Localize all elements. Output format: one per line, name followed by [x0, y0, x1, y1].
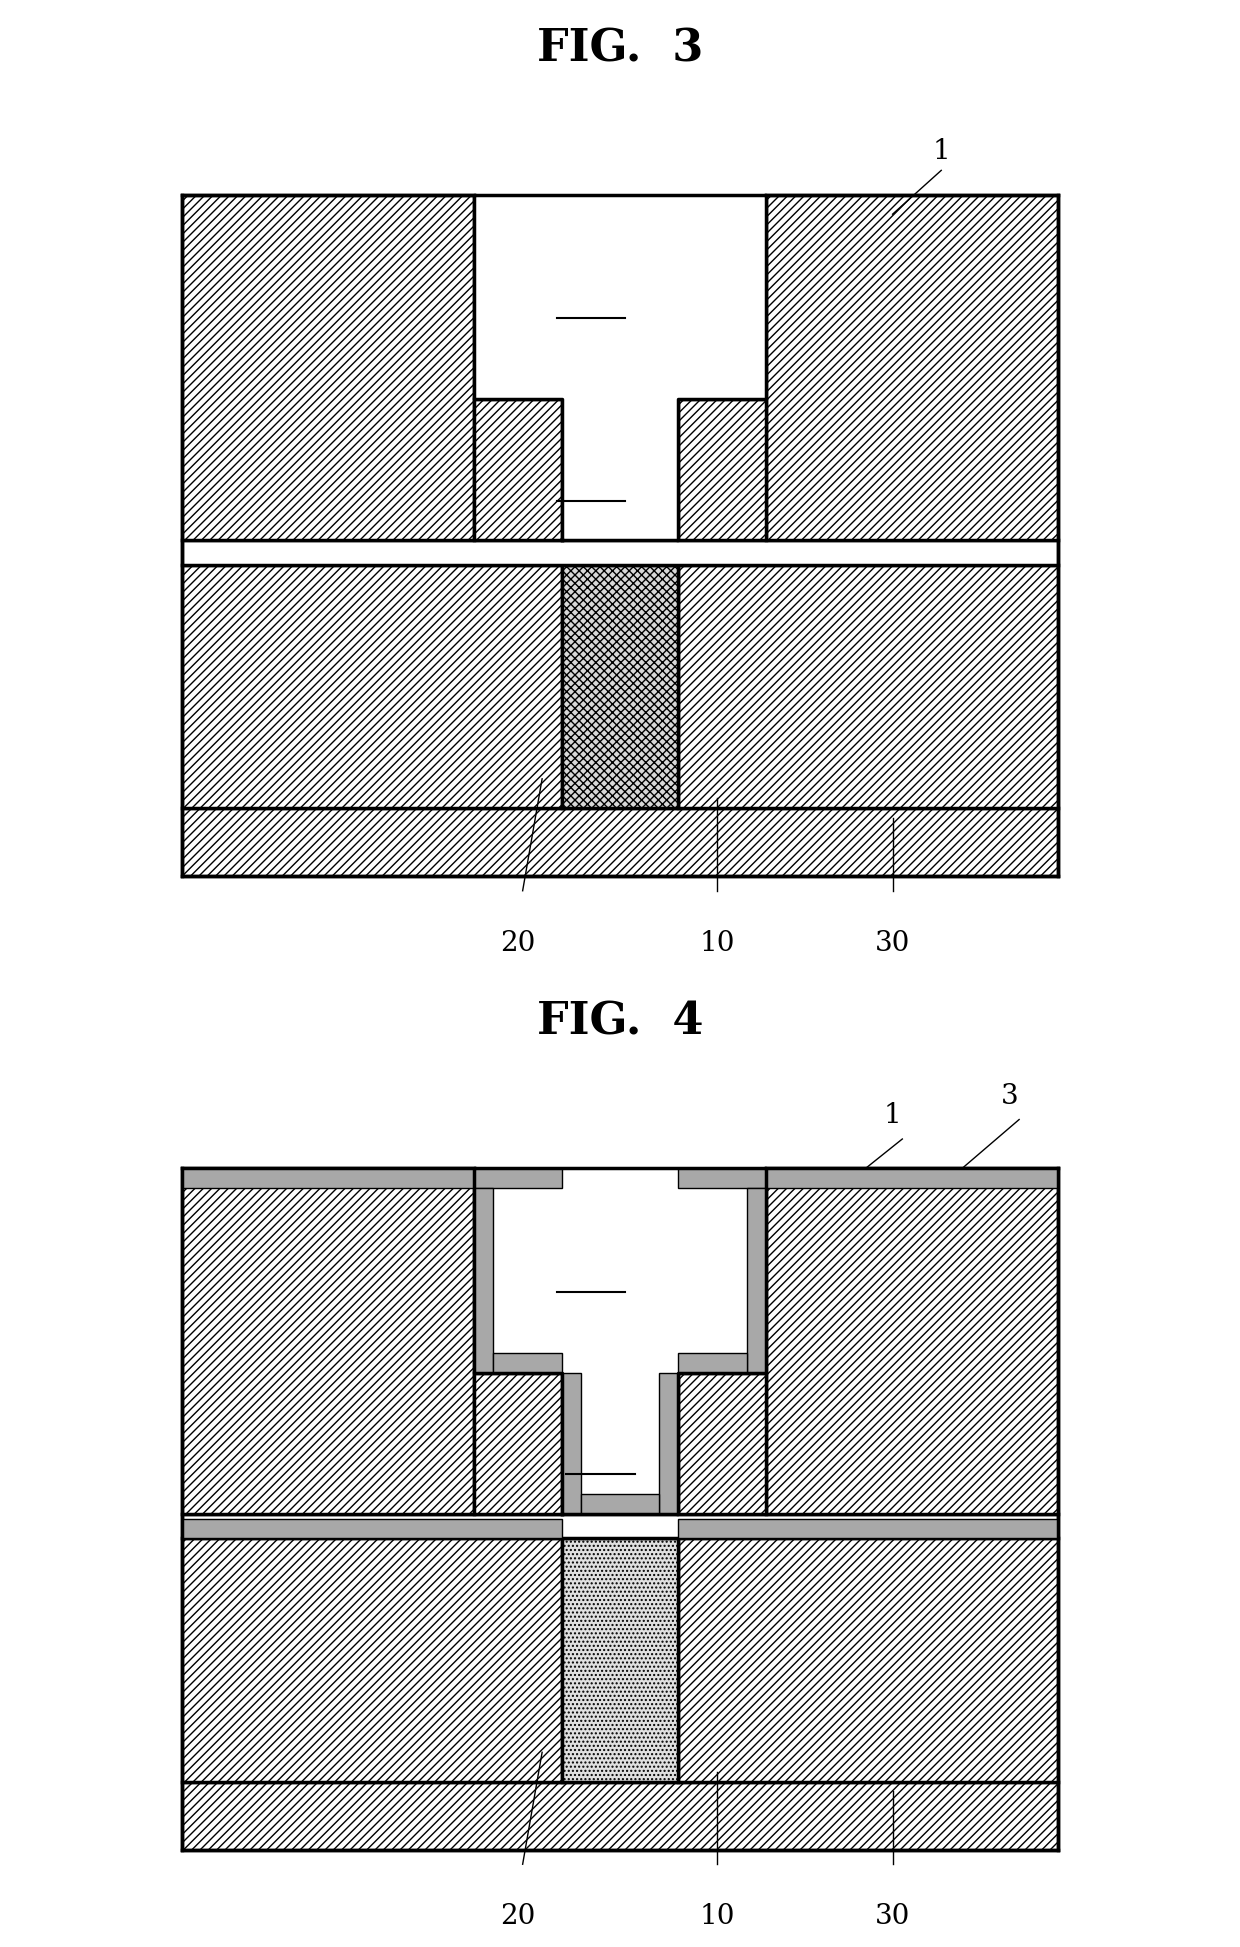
Text: 1: 1: [932, 138, 950, 165]
Bar: [658, 1373, 678, 1515]
Bar: [562, 399, 678, 539]
Bar: [182, 565, 562, 808]
Text: 20: 20: [500, 1904, 536, 1929]
Bar: [182, 1168, 474, 1188]
Bar: [474, 1168, 562, 1188]
Bar: [678, 1538, 1058, 1782]
Bar: [746, 1188, 766, 1373]
Text: FIG.  3: FIG. 3: [537, 27, 703, 70]
Text: 1: 1: [884, 1102, 901, 1129]
Text: FIG.  4: FIG. 4: [537, 1001, 703, 1044]
Bar: [678, 1373, 766, 1515]
Bar: [562, 565, 678, 808]
Bar: [494, 1353, 562, 1373]
Bar: [182, 1515, 1058, 1538]
Text: 10: 10: [699, 1904, 735, 1929]
Text: 30: 30: [875, 929, 910, 956]
Bar: [182, 1519, 562, 1538]
Bar: [474, 1373, 562, 1515]
Bar: [182, 539, 1058, 565]
Text: LH: LH: [568, 454, 614, 485]
Text: 3: 3: [1001, 1083, 1018, 1110]
Bar: [766, 195, 1058, 539]
Bar: [474, 1168, 766, 1373]
Bar: [562, 1373, 678, 1515]
Bar: [678, 1519, 1058, 1538]
Text: UH: UH: [564, 273, 618, 302]
Bar: [562, 1373, 582, 1515]
Bar: [474, 1188, 494, 1373]
Bar: [182, 1538, 562, 1782]
Bar: [182, 1782, 1058, 1850]
Bar: [678, 565, 1058, 808]
Text: 30: 30: [875, 1904, 910, 1929]
Bar: [562, 1538, 678, 1782]
Bar: [182, 1168, 474, 1515]
Bar: [474, 399, 562, 539]
Bar: [582, 1495, 658, 1515]
Bar: [766, 1168, 1058, 1188]
Bar: [182, 808, 1058, 876]
Bar: [678, 1353, 746, 1373]
Bar: [678, 1168, 766, 1188]
Text: LH: LH: [577, 1427, 624, 1458]
Bar: [182, 195, 474, 539]
Text: 20: 20: [500, 929, 536, 956]
Text: 10: 10: [699, 929, 735, 956]
Bar: [474, 195, 766, 399]
Bar: [766, 1168, 1058, 1515]
Bar: [678, 399, 766, 539]
Text: UH: UH: [564, 1246, 618, 1275]
